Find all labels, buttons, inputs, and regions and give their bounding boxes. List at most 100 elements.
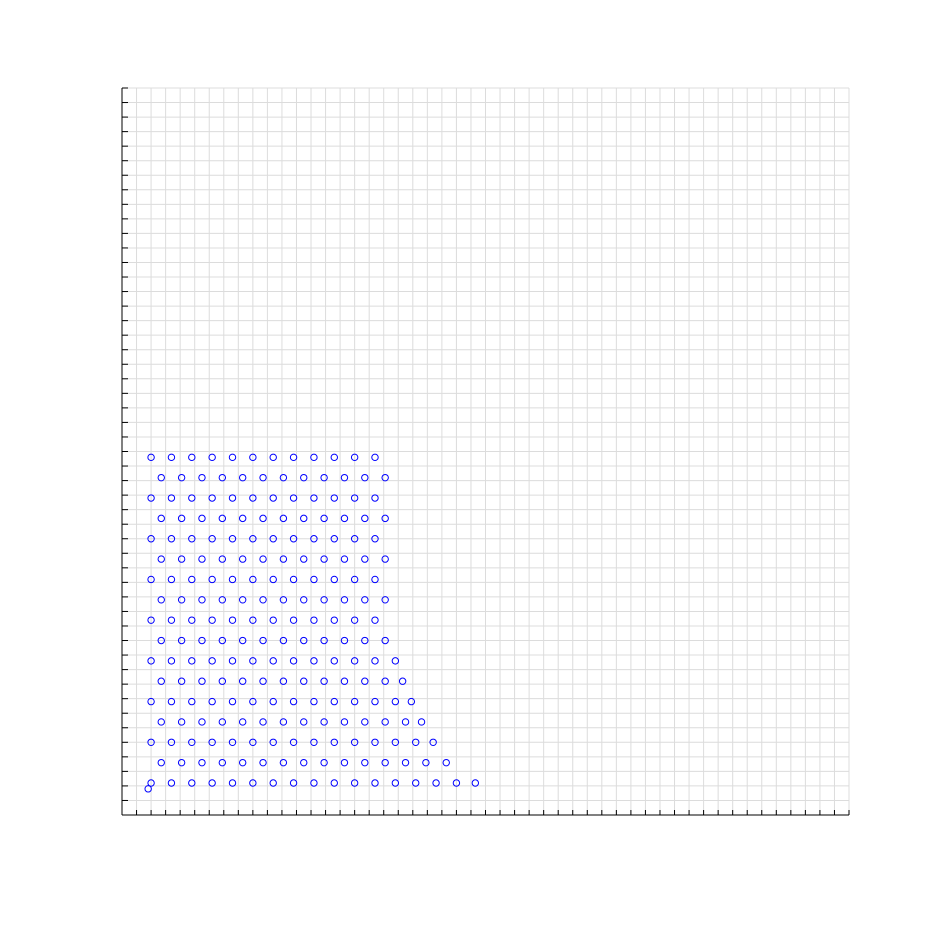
particle [310,657,318,665]
particle [289,697,298,706]
particle [238,718,247,726]
particle [279,718,288,726]
particle [147,616,155,624]
particle [371,697,379,706]
particle [177,514,186,523]
particle [188,494,196,502]
particle [147,494,155,502]
particle [381,555,389,563]
particle [228,494,237,502]
particle [300,758,308,767]
particle [157,758,165,767]
particle [157,718,165,726]
particle [177,473,186,482]
particle [218,718,227,726]
particle [238,758,247,767]
particle [188,575,196,584]
particle [310,779,318,787]
particle [208,494,216,502]
particle [259,514,267,523]
particle [432,779,440,787]
particle [340,636,349,645]
particle [350,697,359,706]
particle [208,697,216,706]
grid [121,87,850,816]
particle [371,494,379,502]
particle [249,779,257,787]
particle [300,677,308,685]
particle [218,758,227,767]
particle [361,758,369,767]
particle [391,738,400,746]
particle [381,758,389,767]
particle [279,514,288,523]
particle [198,718,206,726]
particle [249,657,257,665]
particle [391,697,400,706]
particle [238,636,247,645]
particle [147,738,155,746]
particle [238,473,247,482]
particle [198,473,206,482]
particle [269,697,277,706]
particle [289,657,298,665]
particle [269,535,277,543]
particle [228,657,237,665]
particle [147,535,155,543]
particle [350,657,359,665]
particle [259,758,267,767]
particle [340,514,349,523]
ticks [121,87,850,816]
particle [310,738,318,746]
particle [208,616,216,624]
particle [340,555,349,563]
particle [177,758,186,767]
particle [320,514,328,523]
particle [340,596,349,604]
particle [310,697,318,706]
particle [157,514,165,523]
particle [208,535,216,543]
particle [289,738,298,746]
particle [289,535,298,543]
particle [310,453,318,462]
particle [198,596,206,604]
particle [429,738,437,746]
particle [198,677,206,685]
particle [279,758,288,767]
particle [167,738,176,746]
particle [330,535,338,543]
particle [167,453,176,462]
particle [361,473,369,482]
particle [471,779,480,787]
particle [147,575,155,584]
particle [218,677,227,685]
particle [218,555,227,563]
particle [177,636,186,645]
particle [228,616,237,624]
particle [310,535,318,543]
particle [249,616,257,624]
particle [300,596,308,604]
particle [208,453,216,462]
particle [361,596,369,604]
particle [259,596,267,604]
particle [350,575,359,584]
particle [361,555,369,563]
particle [320,718,328,726]
particle [340,758,349,767]
particle [452,779,461,787]
particle [249,738,257,746]
particle [279,636,288,645]
particle [269,494,277,502]
particle [279,473,288,482]
particle [350,535,359,543]
particle [188,616,196,624]
particle [157,677,165,685]
particle [300,473,308,482]
particle [422,758,430,767]
particle [442,758,450,767]
particle [269,779,277,787]
particle [249,453,257,462]
